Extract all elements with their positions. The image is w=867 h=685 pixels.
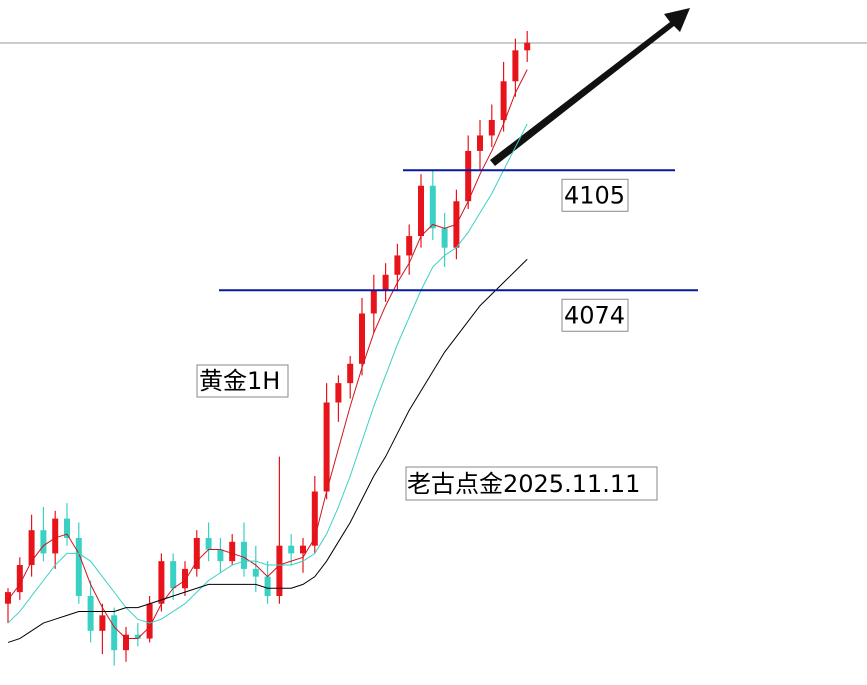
candle-body bbox=[264, 576, 271, 596]
annotation: 老古点金2025.11.11 bbox=[407, 470, 640, 498]
candle-body bbox=[182, 568, 188, 589]
candle-body bbox=[16, 565, 23, 593]
moving-average-line bbox=[7, 123, 528, 624]
candle-body bbox=[158, 561, 165, 604]
candle-body bbox=[359, 313, 365, 364]
candle-body bbox=[276, 545, 283, 596]
candle-body bbox=[441, 228, 448, 248]
candle-body bbox=[87, 595, 94, 631]
candle-body bbox=[311, 491, 318, 546]
candle-body bbox=[429, 185, 436, 229]
candle-body bbox=[465, 150, 472, 202]
candle-body bbox=[288, 545, 295, 554]
moving-average-line bbox=[7, 69, 528, 640]
candle-body bbox=[52, 518, 59, 554]
candle-body bbox=[75, 537, 82, 596]
chart-title: 黄金1H bbox=[199, 367, 280, 395]
candle-body bbox=[406, 236, 413, 256]
candle-body bbox=[205, 537, 212, 550]
candle-body bbox=[170, 561, 177, 589]
level-label: 4105 bbox=[564, 181, 625, 209]
candle-body bbox=[146, 603, 153, 639]
candle-body bbox=[370, 290, 377, 314]
candle-body bbox=[300, 545, 306, 554]
title-box bbox=[196, 364, 289, 398]
level-label: 4074 bbox=[564, 301, 625, 329]
candle-body bbox=[500, 81, 507, 120]
moving-average-line bbox=[7, 258, 528, 643]
candle-body bbox=[5, 592, 11, 604]
level-label-box bbox=[561, 298, 629, 332]
candle-body bbox=[28, 530, 35, 566]
trend-arrow bbox=[490, 8, 690, 166]
candle-body bbox=[252, 568, 259, 577]
candle-body bbox=[123, 634, 129, 651]
candle-body bbox=[134, 634, 141, 639]
candle-body bbox=[418, 185, 424, 237]
candle-body bbox=[111, 615, 118, 651]
candle-body bbox=[382, 274, 389, 291]
candle-body bbox=[524, 42, 531, 51]
candle-body bbox=[394, 255, 401, 275]
candle-body bbox=[229, 541, 236, 562]
annotation-box bbox=[405, 466, 658, 501]
candle-body bbox=[64, 518, 70, 538]
candle-body bbox=[488, 119, 495, 136]
candle-body bbox=[217, 549, 224, 562]
candle-body bbox=[347, 363, 354, 384]
candle-body bbox=[323, 402, 330, 492]
level-label-box bbox=[561, 178, 629, 212]
candle-body bbox=[193, 537, 200, 569]
candle-body bbox=[40, 530, 47, 554]
candle-body bbox=[241, 541, 247, 569]
candle-body bbox=[477, 135, 483, 151]
candle-body bbox=[335, 383, 342, 403]
candle-body bbox=[99, 615, 106, 631]
candle-body bbox=[512, 50, 519, 82]
